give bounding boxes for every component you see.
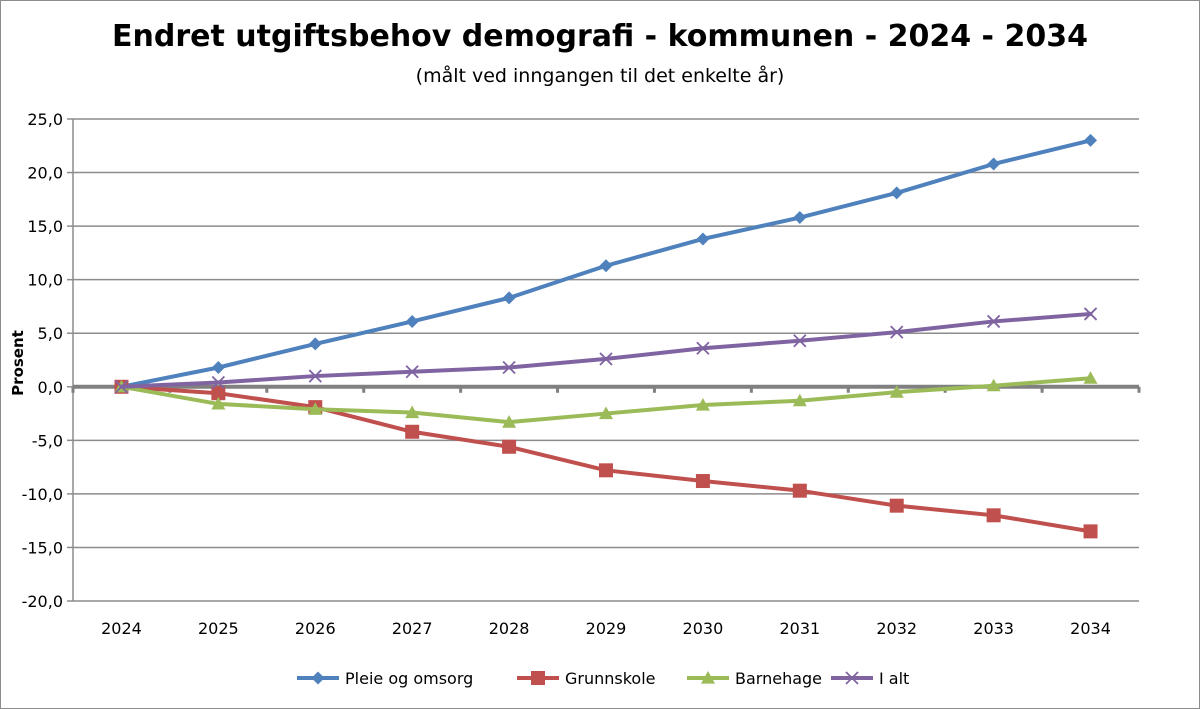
y-tick-label: -5,0 xyxy=(32,431,63,450)
x-tick-label: 2029 xyxy=(586,619,627,638)
data-point xyxy=(695,397,710,411)
data-point xyxy=(311,671,325,685)
x-marker-stroke xyxy=(1083,307,1098,321)
data-point xyxy=(211,386,226,401)
data-point xyxy=(987,157,1001,171)
y-axis-label: Prosent xyxy=(9,330,27,396)
x-marker-stroke xyxy=(890,325,904,339)
y-tick-label: -10,0 xyxy=(22,485,63,504)
data-point xyxy=(889,498,904,513)
x-marker-stroke xyxy=(114,380,129,394)
data-point xyxy=(599,259,613,273)
legend-item: I alt xyxy=(831,669,909,688)
data-point xyxy=(986,508,1001,523)
series xyxy=(114,133,1098,539)
legend-item: Grunnskole xyxy=(517,669,656,688)
data-point xyxy=(793,211,807,225)
x-marker-stroke xyxy=(986,314,1001,329)
data-point xyxy=(405,314,419,328)
chart-title: Endret utgiftsbehov demografi - kommunen… xyxy=(112,19,1088,54)
data-point xyxy=(792,483,807,498)
data-point xyxy=(1084,133,1098,147)
x-tick-label: 2033 xyxy=(973,619,1014,638)
data-point xyxy=(696,232,710,246)
x-tick-label: 2031 xyxy=(779,619,820,638)
x-marker-stroke xyxy=(845,671,859,685)
x-marker-stroke xyxy=(502,360,516,375)
y-tick-label: 5,0 xyxy=(38,324,63,343)
x-tick-label: 2028 xyxy=(489,619,530,638)
x-marker-stroke xyxy=(308,369,322,383)
series-2 xyxy=(114,371,1098,428)
x-tick-label: 2025 xyxy=(198,619,239,638)
legend-label: I alt xyxy=(879,669,909,688)
y-tick-label: 0,0 xyxy=(38,378,63,397)
y-tick-label: 20,0 xyxy=(27,164,63,183)
data-point xyxy=(889,385,904,398)
data-point xyxy=(531,671,545,685)
data-point xyxy=(1083,371,1098,384)
y-tick-label: -20,0 xyxy=(22,592,63,611)
y-tick-label: 15,0 xyxy=(27,217,63,236)
data-point xyxy=(701,671,715,684)
x-marker-stroke xyxy=(405,365,419,379)
x-tick-label: 2026 xyxy=(295,619,336,638)
x-marker-stroke xyxy=(696,341,710,355)
data-point xyxy=(502,439,517,454)
legend-label: Barnehage xyxy=(735,669,822,688)
series-3 xyxy=(114,307,1098,394)
data-point xyxy=(599,463,613,478)
data-point xyxy=(695,474,710,489)
data-point xyxy=(405,424,420,439)
data-point xyxy=(1083,307,1098,321)
x-tick-label: 2027 xyxy=(392,619,433,638)
data-point xyxy=(792,393,807,407)
data-point xyxy=(1083,524,1098,539)
x-tick-label: 2024 xyxy=(101,619,142,638)
x-tick-label: 2032 xyxy=(876,619,917,638)
legend-label: Pleie og omsorg xyxy=(345,669,473,688)
series-line xyxy=(119,311,1093,389)
data-point xyxy=(696,341,710,355)
legend-item: Barnehage xyxy=(687,669,822,688)
chart-subtitle: (målt ved inngangen til det enkelte år) xyxy=(415,65,785,87)
data-point xyxy=(308,402,323,415)
data-point xyxy=(502,360,516,375)
data-point xyxy=(793,334,807,348)
data-point xyxy=(211,375,226,390)
x-marker-stroke xyxy=(793,334,807,348)
data-point xyxy=(405,405,420,419)
data-point xyxy=(502,291,516,305)
series-1 xyxy=(114,379,1098,539)
gridlines xyxy=(73,118,1139,602)
data-point xyxy=(890,325,904,339)
data-point xyxy=(114,380,129,394)
y-tick-label: 25,0 xyxy=(27,110,63,129)
data-point xyxy=(405,365,419,379)
x-marker-stroke xyxy=(211,375,226,390)
data-point xyxy=(211,360,225,374)
x-tick-label: 2034 xyxy=(1070,619,1111,638)
legend-label: Grunnskole xyxy=(565,669,656,688)
data-point xyxy=(211,396,226,410)
data-point xyxy=(308,337,322,351)
legend-item: Pleie og omsorg xyxy=(297,669,473,688)
data-point xyxy=(308,369,322,383)
data-point xyxy=(986,378,1001,392)
x-marker-stroke xyxy=(599,352,613,366)
legend: Pleie og omsorg Grunnskole Barnehage I alt xyxy=(297,669,909,688)
y-tick-label: -15,0 xyxy=(22,538,63,557)
data-point xyxy=(599,352,613,366)
x-tick-label: 2030 xyxy=(683,619,724,638)
data-point xyxy=(986,314,1001,329)
data-point xyxy=(845,671,859,685)
data-point xyxy=(599,406,613,420)
y-tick-label: 10,0 xyxy=(27,271,63,290)
data-point xyxy=(890,186,904,200)
data-point xyxy=(502,415,517,428)
